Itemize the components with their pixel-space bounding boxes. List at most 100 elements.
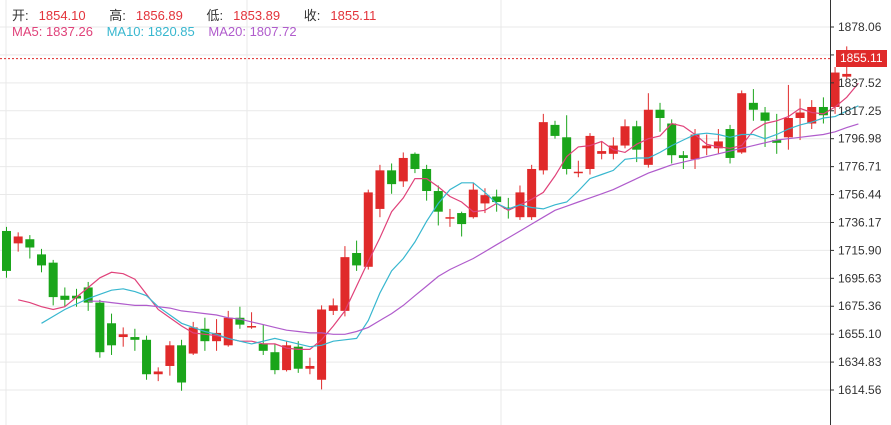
candle-22[interactable] (258, 324, 268, 355)
candle-body-5 (60, 295, 70, 300)
candle-15[interactable] (177, 339, 187, 391)
candle-body-23 (270, 352, 280, 371)
candle-body-2 (25, 239, 35, 248)
candle-63[interactable] (737, 90, 747, 154)
candle-34[interactable] (398, 152, 408, 187)
candle-57[interactable] (667, 119, 677, 164)
candle-32[interactable] (375, 164, 385, 218)
candle-64[interactable] (748, 89, 758, 121)
candle-18[interactable] (212, 319, 222, 351)
candle-9[interactable] (107, 313, 117, 355)
candle-52[interactable] (608, 137, 618, 160)
candle-1[interactable] (13, 232, 23, 252)
candle-2[interactable] (25, 235, 35, 259)
candle-body-11 (130, 337, 140, 340)
candle-body-60 (702, 145, 712, 149)
open-label: 开: (12, 8, 29, 23)
ma5-line (18, 82, 859, 350)
candle-70[interactable] (818, 97, 828, 124)
candle-20[interactable] (235, 306, 245, 329)
candles[interactable] (2, 46, 863, 391)
candle-body-63 (737, 93, 747, 153)
candle-body-3 (37, 254, 47, 266)
candle-54[interactable] (632, 120, 642, 163)
candle-body-22 (258, 343, 268, 351)
candle-body-40 (468, 189, 478, 218)
candle-body-57 (667, 123, 677, 156)
moving-average-lines (18, 82, 859, 350)
candle-68[interactable] (795, 98, 805, 141)
candle-42[interactable] (492, 189, 502, 212)
candle-body-49 (573, 171, 583, 174)
candle-38[interactable] (445, 208, 455, 227)
candle-26[interactable] (305, 357, 315, 375)
high-value: 1856.89 (135, 8, 183, 23)
ma10-line (41, 105, 859, 348)
candle-28[interactable] (328, 298, 338, 316)
candle-body-35 (410, 153, 420, 169)
candle-65[interactable] (760, 106, 770, 147)
candle-29[interactable] (340, 246, 350, 317)
candle-46[interactable] (538, 113, 548, 175)
candle-37[interactable] (433, 185, 443, 226)
candle-69[interactable] (807, 100, 817, 130)
candle-body-20 (235, 317, 245, 325)
candle-39[interactable] (457, 211, 467, 237)
candle-45[interactable] (527, 164, 537, 220)
candle-body-41 (480, 195, 490, 204)
low-label: 低: (206, 8, 224, 23)
candle-13[interactable] (153, 367, 163, 382)
candle-50[interactable] (585, 133, 595, 175)
candle-36[interactable] (422, 164, 432, 201)
candle-25[interactable] (293, 341, 303, 373)
candle-8[interactable] (95, 299, 105, 358)
candle-51[interactable] (597, 141, 607, 160)
candle-23[interactable] (270, 343, 280, 375)
candle-58[interactable] (678, 151, 688, 169)
candle-body-33 (387, 170, 397, 185)
candle-31[interactable] (363, 189, 373, 270)
candle-body-16 (188, 327, 198, 354)
candle-12[interactable] (142, 335, 152, 380)
candle-55[interactable] (643, 93, 653, 168)
candle-21[interactable] (247, 312, 257, 329)
candle-body-46 (538, 122, 548, 171)
candle-24[interactable] (282, 341, 292, 372)
candle-56[interactable] (655, 102, 665, 132)
candle-4[interactable] (48, 259, 58, 306)
candle-59[interactable] (690, 129, 700, 169)
candle-30[interactable] (352, 240, 362, 271)
candle-body-13 (153, 371, 163, 375)
candle-body-19 (223, 317, 233, 346)
candle-body-15 (177, 345, 187, 383)
candle-33[interactable] (387, 163, 397, 194)
candle-40[interactable] (468, 182, 478, 219)
candle-0[interactable] (2, 226, 11, 278)
candle-10[interactable] (118, 327, 128, 347)
candle-5[interactable] (60, 287, 70, 307)
candle-19[interactable] (223, 310, 233, 347)
candle-body-59 (690, 134, 700, 160)
ohlc-header: 开: 1854.10 高: 1856.89 低: 1853.89 收: 1855.11 (12, 5, 396, 24)
candle-3[interactable] (37, 248, 47, 273)
y-tick-label-13: 1614.56 (838, 383, 882, 397)
candle-48[interactable] (562, 115, 572, 175)
candle-body-26 (305, 365, 315, 369)
candle-body-25 (293, 346, 303, 369)
candle-71[interactable] (830, 67, 840, 114)
candle-body-48 (562, 137, 572, 169)
candle-61[interactable] (713, 129, 723, 154)
candle-11[interactable] (130, 328, 140, 351)
candle-14[interactable] (165, 341, 175, 376)
candle-47[interactable] (550, 120, 560, 139)
close-value: 1855.11 (330, 8, 377, 23)
candle-60[interactable] (702, 134, 712, 156)
ma5-legend: MA5: 1837.26 (12, 24, 93, 39)
candle-53[interactable] (620, 119, 630, 149)
candle-35[interactable] (410, 152, 420, 174)
candle-body-36 (422, 168, 432, 192)
candle-27[interactable] (317, 305, 327, 390)
candle-49[interactable] (573, 160, 583, 178)
candle-62[interactable] (725, 124, 735, 164)
